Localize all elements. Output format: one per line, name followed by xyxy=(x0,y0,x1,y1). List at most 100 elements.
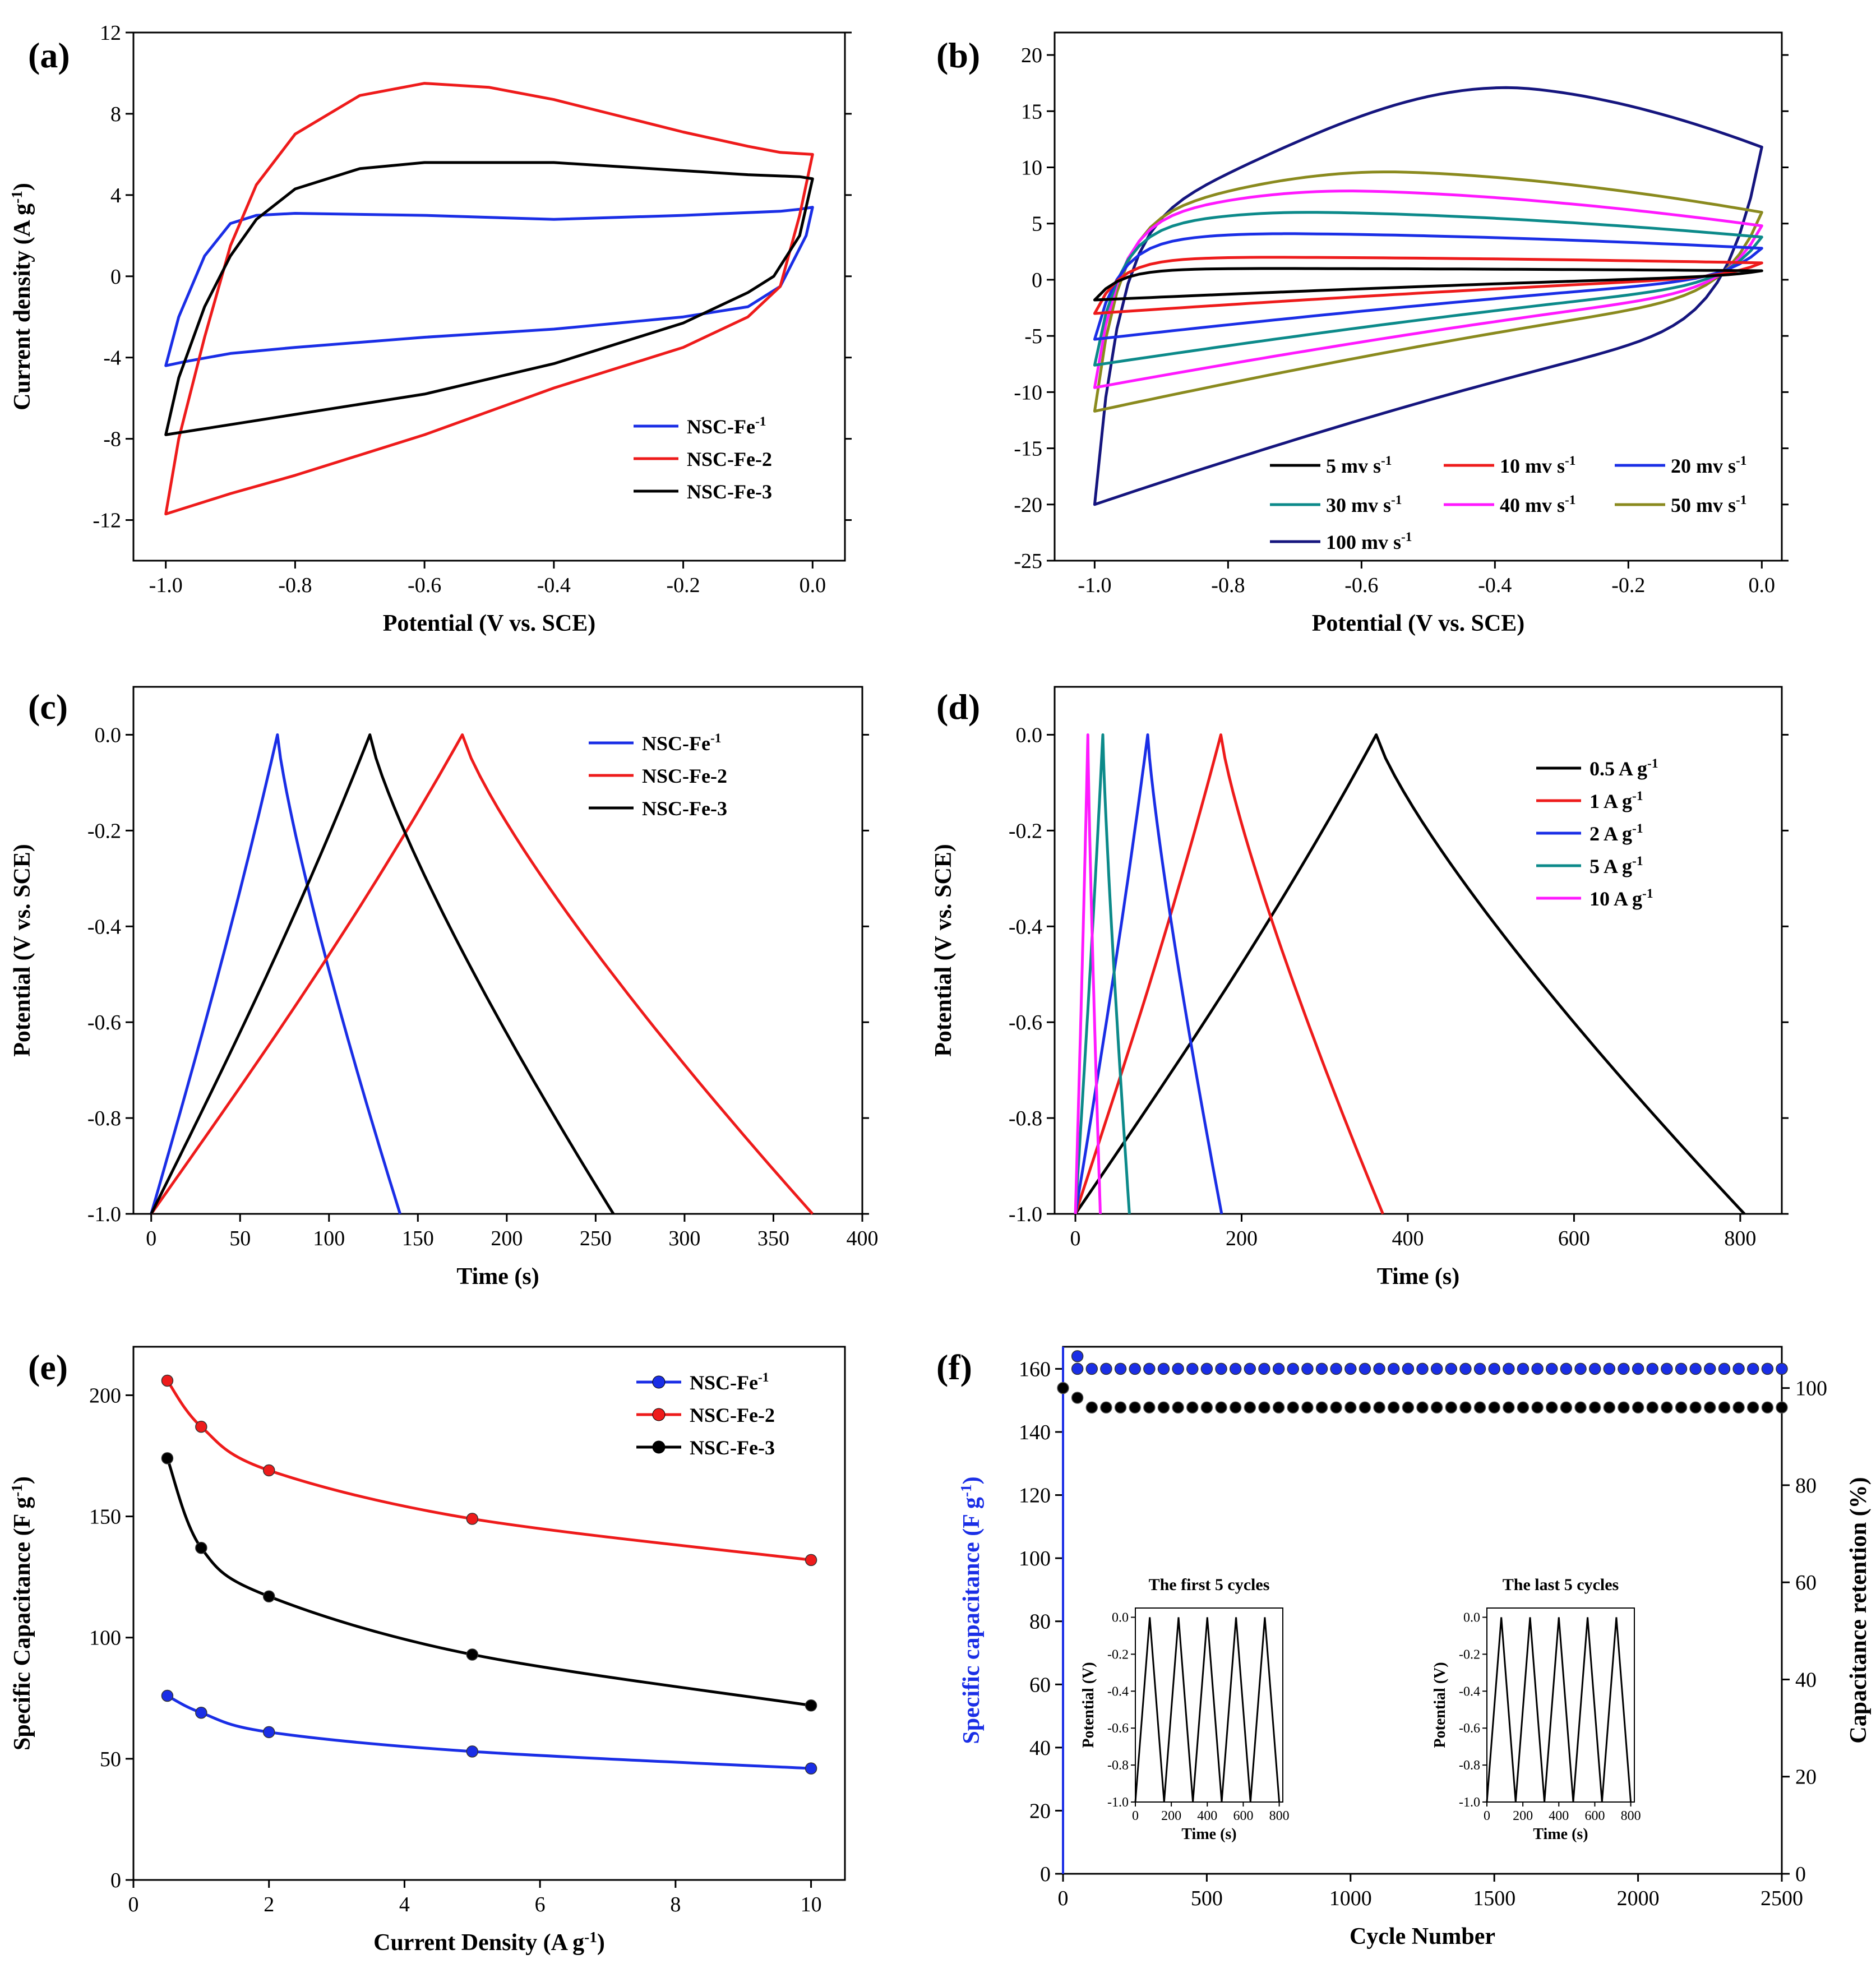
y-axis-label: Potential (V vs. SCE) xyxy=(931,844,957,1057)
inset-y-tick-label: -0.2 xyxy=(1459,1647,1480,1662)
capacitance-point xyxy=(1746,1362,1759,1375)
y-tick-label: 10 xyxy=(1021,156,1042,180)
retention-point xyxy=(1143,1401,1156,1414)
panel-label: (f) xyxy=(936,1347,972,1387)
x-tick-label: 0 xyxy=(128,1893,139,1916)
retention-point xyxy=(1085,1401,1098,1414)
capacitance-point xyxy=(1661,1362,1673,1375)
y-axis-label: Current density (A g-1) xyxy=(8,183,35,410)
retention-point xyxy=(1689,1401,1702,1414)
inset-x-tick-label: 800 xyxy=(1269,1809,1290,1823)
legend-marker xyxy=(652,1408,666,1421)
data-point xyxy=(466,1745,479,1758)
capacitance-point xyxy=(1315,1362,1328,1375)
capacitance-point xyxy=(1071,1362,1084,1375)
inset-y-tick-label: -0.6 xyxy=(1107,1721,1129,1736)
y-tick-label: 20 xyxy=(1021,44,1042,67)
capacitance-point xyxy=(1632,1362,1644,1375)
y-tick-label: 100 xyxy=(1019,1547,1051,1570)
y-tick-label: -0.6 xyxy=(87,1011,121,1034)
inset-1: The first 5 cycles 0 200 400 600 800 -1.0 -0.8 -… xyxy=(1080,1576,1290,1843)
capacitance-point xyxy=(1387,1362,1400,1375)
capacitance-point xyxy=(1272,1362,1285,1375)
capacitance-point xyxy=(1402,1362,1415,1375)
inset-y-label: Potential (V) xyxy=(1431,1662,1449,1748)
y-axis-label: Potential (V vs. SCE) xyxy=(10,844,35,1057)
capacitance-point xyxy=(1588,1362,1601,1375)
x-tick-label: 0 xyxy=(1070,1227,1081,1250)
capacitance-point xyxy=(1459,1362,1472,1375)
legend-label: NSC-Fe-2 xyxy=(687,448,772,470)
y-tick-label: -25 xyxy=(1014,549,1042,573)
panel-label: (c) xyxy=(28,687,68,727)
legend-label: 40 mv s-1 xyxy=(1500,493,1576,516)
cv-curve-rate xyxy=(1093,256,1763,315)
inset-y-tick-label: -1.0 xyxy=(1107,1795,1129,1810)
legend-label: NSC-Fe-3 xyxy=(642,797,727,820)
y-tick-label: 200 xyxy=(89,1384,121,1407)
inset-gcd-curve xyxy=(1486,1617,1632,1803)
capacitance-point xyxy=(1330,1362,1342,1375)
retention-point xyxy=(1229,1401,1242,1414)
y2-tick-label: 100 xyxy=(1795,1377,1827,1401)
x-tick-label: 2500 xyxy=(1761,1887,1803,1910)
data-point xyxy=(262,1464,275,1477)
capacitance-point xyxy=(1603,1362,1616,1375)
x-tick-label: -0.8 xyxy=(1211,574,1245,597)
x-axis-label: Time (s) xyxy=(1377,1264,1459,1290)
inset-x-tick-label: 200 xyxy=(1161,1809,1181,1823)
capacitance-line xyxy=(166,1457,811,1707)
y-tick-label: -0.8 xyxy=(1009,1107,1042,1130)
y-tick-label: 40 xyxy=(1029,1736,1051,1760)
inset-y-tick-label: -0.6 xyxy=(1459,1721,1480,1736)
retention-point xyxy=(1258,1401,1270,1414)
legend-label: 30 mv s-1 xyxy=(1326,493,1402,516)
y-tick-label: 150 xyxy=(89,1505,121,1529)
capacitance-point xyxy=(1761,1362,1774,1375)
capacitance-point xyxy=(1574,1362,1587,1375)
capacitance-point xyxy=(1503,1362,1515,1375)
y-tick-label: 80 xyxy=(1029,1610,1051,1634)
panel-label: (b) xyxy=(936,35,980,75)
retention-point xyxy=(1488,1401,1500,1414)
legend-label: 5 A g-1 xyxy=(1589,854,1643,877)
capacitance-point xyxy=(1114,1362,1127,1375)
capacitance-point xyxy=(1732,1362,1745,1375)
capacitance-point xyxy=(1646,1362,1658,1375)
cv-curve-rate xyxy=(1093,232,1763,341)
capacitance-point xyxy=(1430,1362,1443,1375)
y-tick-label: 120 xyxy=(1019,1484,1051,1508)
capacitance-point xyxy=(1258,1362,1270,1375)
y2-tick-label: 80 xyxy=(1795,1474,1817,1498)
x-tick-label: 2000 xyxy=(1617,1887,1660,1910)
retention-point xyxy=(1517,1401,1530,1414)
cv-curve-rate xyxy=(1093,170,1763,413)
inset-y-tick-label: -0.2 xyxy=(1107,1647,1129,1662)
x-tick-label: -0.2 xyxy=(667,574,700,597)
capacitance-point xyxy=(1473,1362,1486,1375)
capacitance-point xyxy=(1517,1362,1530,1375)
retention-point xyxy=(1359,1401,1371,1414)
retention-point xyxy=(1761,1401,1774,1414)
x-tick-label: 400 xyxy=(847,1227,879,1250)
retention-point xyxy=(1646,1401,1658,1414)
retention-point xyxy=(1200,1401,1213,1414)
inset-y-tick-label: 0.0 xyxy=(1463,1610,1480,1625)
panel-label: (d) xyxy=(936,687,980,727)
retention-point xyxy=(1560,1401,1573,1414)
x-tick-label: -1.0 xyxy=(1078,574,1111,597)
cv-curve-rate xyxy=(1093,267,1763,302)
cv-curve-nsc-fe-1 xyxy=(164,206,814,367)
cv-curve-nsc-fe-2 xyxy=(164,82,814,516)
inset-x-tick-label: 400 xyxy=(1197,1809,1217,1823)
inset-y-tick-label: -0.8 xyxy=(1107,1758,1129,1773)
capacitance-point xyxy=(1200,1362,1213,1375)
y-tick-label: -10 xyxy=(1014,381,1042,404)
y-tick-label: -0.8 xyxy=(87,1107,121,1130)
capacitance-point xyxy=(1186,1362,1199,1375)
capacitance-point xyxy=(1704,1362,1716,1375)
legend-label: 1 A g-1 xyxy=(1589,789,1643,812)
x-axis-label: Time (s) xyxy=(456,1264,539,1290)
x-axis-label: Potential (V vs. SCE) xyxy=(383,611,596,636)
x-tick-label: 0.0 xyxy=(1749,574,1776,597)
